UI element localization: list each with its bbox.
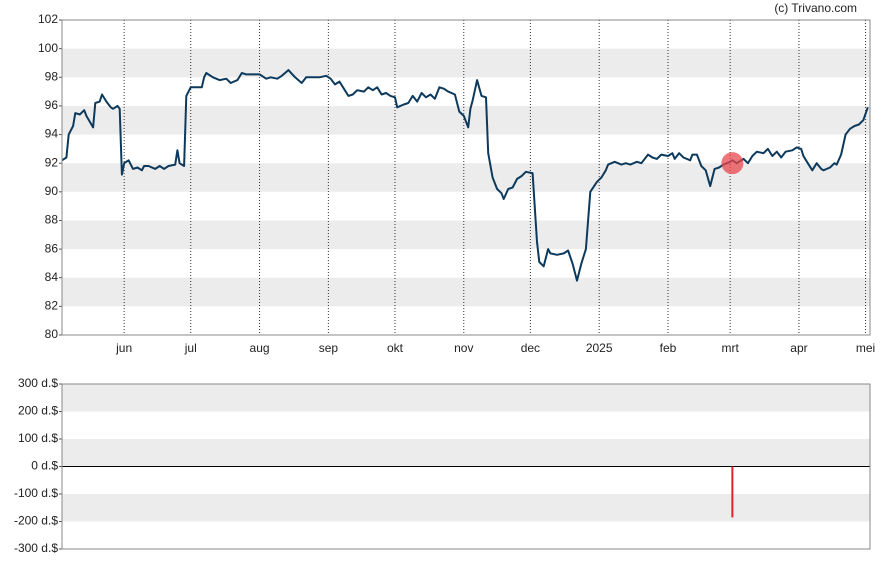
source-credit: (c) Trivano.com	[774, 1, 857, 15]
y-tick-label: 98	[45, 69, 59, 83]
x-tick-label: sep	[319, 341, 339, 355]
grid-band	[62, 220, 870, 250]
x-tick-label: 2025	[586, 341, 613, 355]
y-tick-label: -300 d.$	[14, 541, 58, 555]
x-tick-label: jul	[184, 341, 197, 355]
plot-frame	[61, 19, 871, 336]
y-tick-label: 94	[45, 127, 59, 141]
grid-band	[62, 494, 870, 522]
y-tick-label: 100	[38, 41, 58, 55]
y-tick-label: 84	[45, 270, 59, 284]
y-tick-label: 88	[45, 213, 59, 227]
x-tick-label: okt	[387, 341, 404, 355]
trade-marker	[721, 152, 744, 175]
plot-frame	[61, 383, 871, 550]
grid-band	[62, 163, 870, 192]
x-tick-label: jun	[115, 341, 132, 355]
y-tick-label: -100 d.$	[14, 486, 58, 500]
x-tick-label: dec	[521, 341, 540, 355]
x-tick-label: nov	[454, 341, 473, 355]
y-tick-label: -200 d.$	[14, 514, 58, 528]
grid-band	[62, 277, 870, 307]
x-tick-label: apr	[790, 341, 807, 355]
y-tick-label: 86	[45, 241, 59, 255]
x-tick-label: feb	[660, 341, 677, 355]
x-tick-label: aug	[250, 341, 270, 355]
y-tick-label: 0 d.$	[31, 459, 58, 473]
y-tick-label: 200 d.$	[18, 404, 58, 418]
grid-band	[62, 384, 870, 412]
y-tick-label: 90	[45, 184, 59, 198]
y-tick-label: 92	[45, 155, 59, 169]
grid-band	[62, 48, 870, 78]
x-tick-label: mei	[856, 341, 875, 355]
x-tick-label: mrt	[721, 341, 739, 355]
y-tick-label: 300 d.$	[18, 376, 58, 390]
y-tick-label: 100 d.$	[18, 431, 58, 445]
y-tick-label: 96	[45, 98, 59, 112]
y-tick-label: 80	[45, 327, 59, 341]
y-tick-label: 82	[45, 299, 59, 313]
y-tick-label: 102	[38, 12, 58, 26]
grid-band	[62, 439, 870, 467]
